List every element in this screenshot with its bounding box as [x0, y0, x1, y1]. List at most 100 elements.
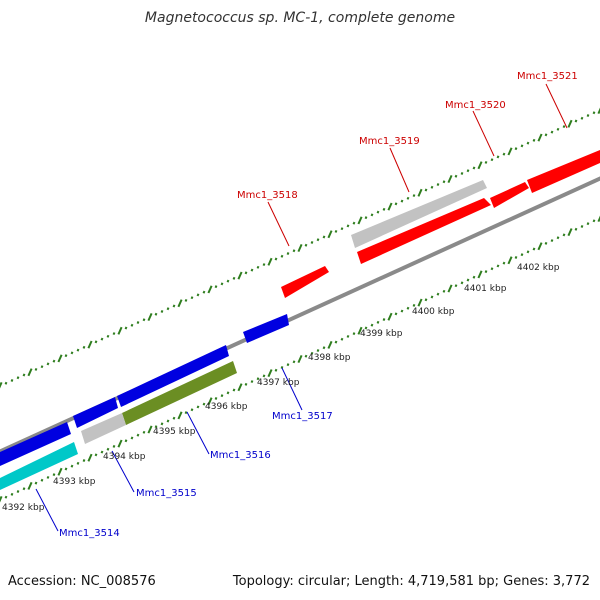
outer-track-tick — [562, 125, 566, 129]
inner-track-tick — [322, 346, 326, 350]
gene-label-mmc1-3515[interactable]: Mmc1_3515 — [136, 488, 197, 499]
outer-track-tick — [202, 290, 206, 294]
inner-track-tick — [387, 312, 393, 321]
gene-feature-mmc1-3517[interactable] — [243, 314, 289, 343]
gene-label-mmc1-3521[interactable]: Mmc1_3521 — [517, 71, 578, 82]
outer-track-tick — [220, 282, 224, 286]
inner-track-tick — [460, 281, 464, 285]
inner-track-tick — [130, 436, 134, 440]
outer-track-tick — [190, 296, 194, 300]
inner-track-tick — [274, 368, 278, 372]
ruler-label: 4397 kbp — [257, 378, 300, 388]
inner-track-tick — [10, 492, 14, 496]
inner-track-tick — [262, 374, 266, 378]
outer-track-tick — [417, 188, 423, 197]
inner-track-tick — [100, 450, 104, 454]
gene-feature-grey-3519[interactable] — [351, 180, 487, 248]
outer-track-tick — [166, 307, 170, 311]
inner-track-tick — [340, 337, 344, 341]
outer-track-tick — [16, 376, 20, 380]
outer-track-tick — [154, 312, 158, 316]
gene-label-mmc1-3518[interactable]: Mmc1_3518 — [237, 190, 298, 201]
inner-track-tick — [327, 340, 333, 349]
inner-track-tick — [226, 391, 230, 395]
ruler-label: 4395 kbp — [153, 427, 196, 437]
inner-track-tick — [556, 236, 560, 240]
outer-track-tick — [430, 185, 434, 189]
gene-feature-blue-a[interactable] — [117, 345, 229, 407]
outer-track-tick — [226, 279, 230, 283]
inner-track-tick — [352, 332, 356, 336]
inner-track-tick — [376, 320, 380, 324]
outer-track-tick — [34, 367, 38, 371]
gene-feature-mmc1-3514[interactable] — [0, 442, 78, 490]
inner-track-tick — [136, 433, 140, 437]
gene-feature-grey-3515[interactable] — [81, 413, 126, 444]
gene-label-mmc1-3519[interactable]: Mmc1_3519 — [359, 136, 420, 147]
gene-feature-mmc1-3521[interactable] — [527, 150, 600, 193]
outer-track-tick — [100, 337, 104, 341]
inner-track-tick — [496, 264, 500, 268]
ruler-label: 4392 kbp — [2, 503, 45, 513]
outer-track-tick — [64, 354, 68, 358]
gene-label-mmc1-3520[interactable]: Mmc1_3520 — [445, 100, 506, 111]
outer-track-tick — [340, 227, 344, 231]
inner-track-tick — [76, 461, 80, 465]
outer-track-tick — [597, 107, 600, 115]
inner-track-tick — [237, 383, 243, 392]
inner-track-tick — [310, 351, 314, 355]
inner-track-tick — [94, 453, 98, 457]
outer-track-tick — [412, 194, 416, 198]
outer-track-tick — [304, 243, 308, 247]
inner-track-tick — [106, 447, 110, 451]
outer-track-tick — [117, 326, 123, 335]
inner-track-tick — [117, 439, 123, 448]
outer-track-tick — [22, 373, 26, 377]
outer-track-tick — [580, 116, 584, 120]
outer-track-tick — [376, 210, 380, 214]
gene-label-mmc1-3514[interactable]: Mmc1_3514 — [59, 528, 120, 539]
outer-track-tick — [256, 265, 260, 269]
gene-label-mmc1-3517[interactable]: Mmc1_3517 — [272, 411, 333, 422]
inner-track-tick — [40, 478, 44, 482]
outer-track-tick — [147, 312, 153, 322]
inner-track-tick — [514, 255, 518, 259]
inner-track-tick — [394, 312, 398, 316]
outer-track-tick — [514, 147, 518, 151]
inner-track-tick — [447, 284, 453, 293]
outer-track-tick — [87, 340, 93, 349]
outer-track-tick — [177, 299, 183, 308]
inner-track-tick — [297, 354, 303, 364]
inner-track-tick — [537, 242, 543, 251]
outer-track-tick — [472, 166, 476, 170]
inner-track-tick — [507, 256, 513, 265]
inner-track-tick — [154, 425, 158, 429]
inner-track-tick — [16, 490, 20, 494]
inner-track-tick — [256, 377, 260, 381]
outer-track-tick — [82, 345, 86, 349]
inner-track-tick — [27, 481, 33, 490]
forward-callouts — [267, 83, 568, 247]
inner-track-tick — [526, 250, 530, 254]
inner-track-tick — [412, 303, 416, 307]
gene-feature-blue-b[interactable] — [73, 397, 118, 428]
gene-feature-mmc1-3516[interactable] — [122, 361, 237, 425]
inner-track-tick — [220, 394, 224, 398]
inner-track-tick — [484, 270, 488, 274]
inner-track-tick — [400, 309, 404, 313]
gene-label-mmc1-3516[interactable]: Mmc1_3516 — [210, 450, 271, 461]
inner-track-tick — [357, 326, 363, 335]
ruler-label: 4398 kbp — [308, 353, 351, 363]
outer-tick-track — [0, 107, 600, 389]
gene-feature-mmc1-3520[interactable] — [490, 182, 529, 208]
outer-track-tick — [550, 130, 554, 134]
gene-feature-mmc1-3518[interactable] — [281, 266, 329, 298]
inner-track-tick — [244, 382, 248, 386]
outer-track-tick — [4, 381, 8, 385]
inner-track-tick — [142, 430, 146, 434]
gene-feature-blue-c[interactable] — [0, 422, 71, 466]
inner-track-tick — [64, 467, 68, 471]
inner-track-tick — [417, 298, 423, 307]
gene-feature-mmc1-3519[interactable] — [357, 198, 491, 264]
